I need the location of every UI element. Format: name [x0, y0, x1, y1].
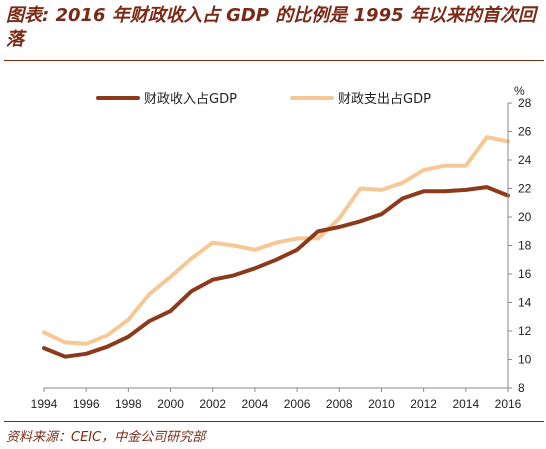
- line-chart: 财政收入占GDP 财政支出占GDP 1994 1996 1998 2000 2002 200…: [31, 84, 532, 411]
- y-tick-label: 14: [518, 296, 532, 310]
- legend: 财政收入占GDP 财政支出占GDP: [96, 92, 431, 107]
- x-tick-label: 1998: [115, 397, 142, 411]
- y-axis-unit-label: %: [514, 84, 525, 98]
- y-tick-label: 26: [518, 125, 532, 139]
- x-tick-label: 2012: [410, 397, 437, 411]
- legend-label: 财政支出占GDP: [338, 92, 431, 107]
- source-note: 资料来源：CEIC，中金公司研究部: [6, 430, 206, 445]
- chart-title: 图表: 2016 年财政收入占 GDP 的比例是 1995 年以来的首次回落: [6, 5, 536, 50]
- x-tick-label: 2002: [199, 397, 226, 411]
- legend-label: 财政收入占GDP: [144, 92, 237, 107]
- y-tick-label: 18: [518, 239, 532, 253]
- x-tick-label: 1996: [73, 397, 100, 411]
- x-tick-label: 2008: [326, 397, 353, 411]
- x-axis: 1994 1996 1998 2000 2002 2004 2006 2008 2010 2012…: [31, 387, 522, 411]
- x-tick-label: 2016: [495, 397, 522, 411]
- y-tick-label: 12: [518, 324, 532, 338]
- source-divider: [4, 421, 544, 422]
- x-tick-label: 2010: [368, 397, 395, 411]
- x-tick-label: 2004: [242, 397, 269, 411]
- y-tick-label: 20: [518, 210, 532, 224]
- x-tick-label: 2000: [157, 397, 184, 411]
- y-tick-label: 22: [518, 182, 532, 196]
- series-line-expenditure: [42, 135, 510, 346]
- y-tick-label: 10: [518, 353, 532, 367]
- y-tick-label: 28: [518, 96, 532, 110]
- x-tick-label: 1994: [31, 397, 58, 411]
- y-tick-label: 16: [518, 267, 532, 281]
- series-line-revenue: [42, 185, 510, 359]
- x-tick-label: 2006: [284, 397, 311, 411]
- x-tick-label: 2014: [452, 397, 479, 411]
- y-axis: 8 10 12 14 16 18 20 22 24 26 28%: [507, 84, 532, 395]
- title-divider: [4, 60, 544, 61]
- legend-item-revenue: 财政收入占GDP: [96, 92, 237, 107]
- y-tick-label: 8: [518, 381, 525, 395]
- legend-item-expenditure: 财政支出占GDP: [290, 92, 431, 107]
- series-layer: [42, 135, 510, 359]
- y-tick-label: 24: [518, 153, 532, 167]
